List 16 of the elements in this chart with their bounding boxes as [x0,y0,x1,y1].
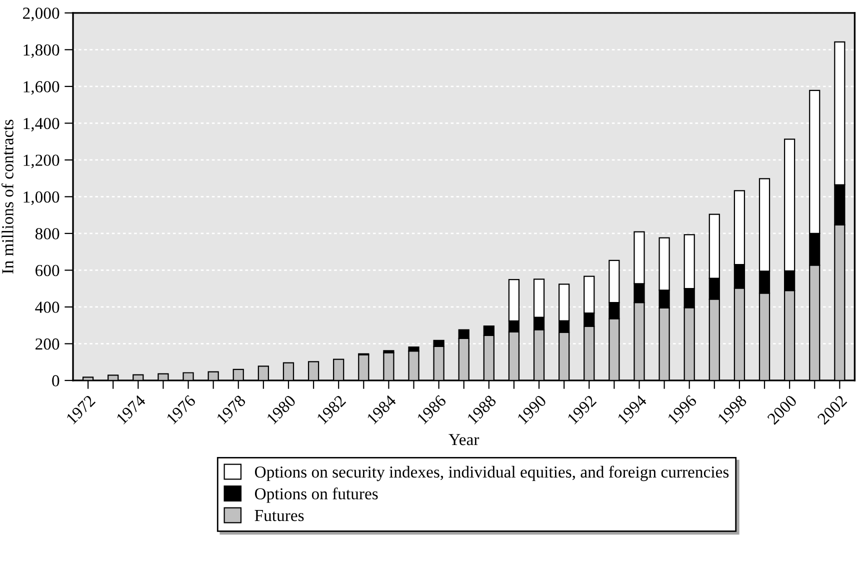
y-tick-label: 200 [36,338,60,350]
y-axis-title: In millions of contracts [1,120,14,274]
legend-label: Futures [254,510,304,522]
y-tick-label: 0 [52,375,60,386]
y-tick-label: 400 [35,302,60,313]
x-axis-title: Year [448,434,480,446]
legend-label: Options on futures [254,488,378,503]
y-tick-label: 1,200 [24,154,60,168]
y-tick-label: 600 [36,264,60,276]
y-tick-label: 800 [35,228,60,240]
legend-label: Options on security indexes, individual equities, and foreign currencies [254,466,729,482]
y-tick-label: 2,000 [23,8,60,22]
y-tick-label: 1,000 [24,191,60,206]
y-tick-label: 1,600 [24,81,60,95]
y-tick-label: 1,800 [24,44,60,58]
y-tick-label: 1,400 [24,118,60,132]
